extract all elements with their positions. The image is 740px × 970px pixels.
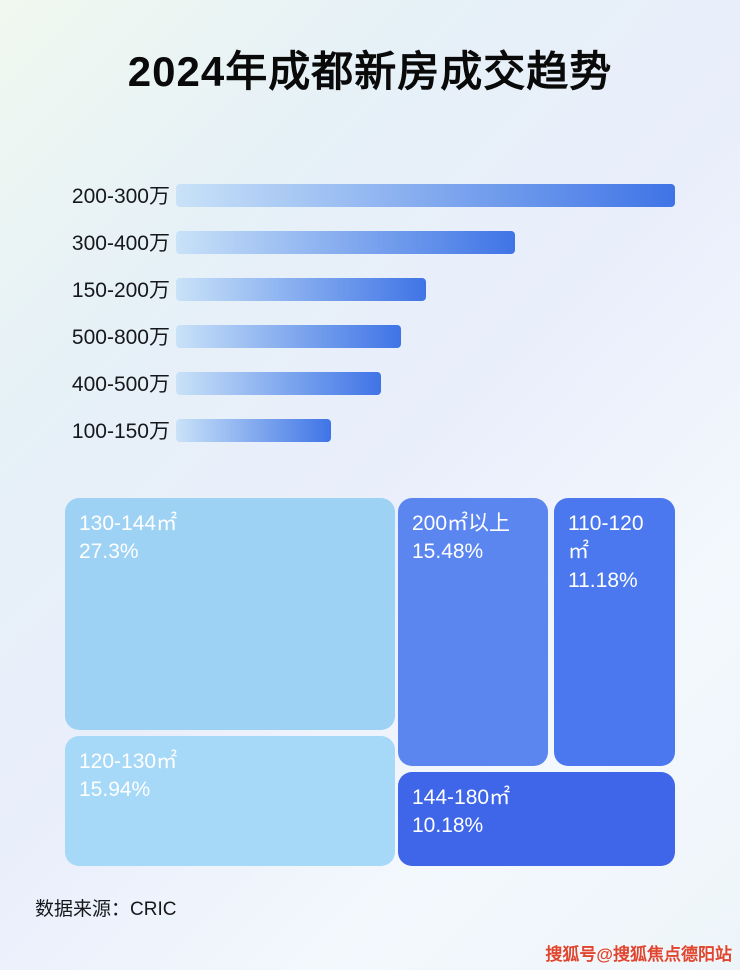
area-share-treemap: 130-144㎡ 27.3% 120-130㎡ 15.94% 200㎡以上 15.48% 1… <box>65 498 675 866</box>
bar-track <box>176 277 675 301</box>
bar <box>176 230 516 254</box>
treemap-block-percent: 10.18% <box>412 814 484 838</box>
bar-track <box>176 230 675 254</box>
bar <box>176 418 331 442</box>
bar-row: 400-500万 <box>60 371 675 396</box>
price-range-bar-chart: 200-300万 300-400万 150-200万 500-800万 400-500万… <box>60 183 675 465</box>
treemap-block-percent: 11.18% <box>568 568 638 592</box>
bar-track <box>176 324 675 348</box>
treemap-block-percent: 15.48% <box>412 540 484 564</box>
bar <box>176 324 401 348</box>
bar-category-label: 200-300万 <box>71 185 170 208</box>
bar <box>176 371 381 395</box>
bar <box>176 277 426 301</box>
bar-category-label: 150-200万 <box>71 279 170 302</box>
bar-track <box>176 418 675 442</box>
treemap-block-label: 130-144㎡ <box>79 512 178 535</box>
treemap-block-label: 144-180㎡ <box>412 786 511 809</box>
treemap-block-label: 110-120㎡ <box>568 512 644 564</box>
treemap-block-label: 120-130㎡ <box>79 750 178 773</box>
block-144-180: 144-180㎡ 10.18% <box>398 772 675 866</box>
data-source-label: 数据来源：CRIC <box>35 899 177 920</box>
page-title: 2024年成都新房成交趋势 <box>127 48 613 95</box>
treemap-block-label: 200㎡以上 <box>412 512 511 535</box>
bar-category-label: 100-150万 <box>71 420 170 443</box>
bar-category-label: 300-400万 <box>71 232 170 255</box>
treemap-block-percent: 15.94% <box>79 778 151 802</box>
bar-row: 100-150万 <box>60 418 675 443</box>
bar-track <box>176 371 675 395</box>
bar-row: 300-400万 <box>60 230 675 255</box>
bar-track <box>176 183 675 207</box>
block-110-120: 110-120㎡ 11.18% <box>554 498 675 766</box>
bar-row: 150-200万 <box>60 277 675 302</box>
treemap-block-percent: 27.3% <box>79 540 139 564</box>
bar-category-label: 500-800万 <box>71 326 170 349</box>
block-200-plus: 200㎡以上 15.48% <box>398 498 548 766</box>
watermark-text: 搜狐号@搜狐焦点德阳站 <box>545 945 732 964</box>
bar-row: 200-300万 <box>60 183 675 208</box>
bar-category-label: 400-500万 <box>71 373 170 396</box>
bar <box>176 183 675 207</box>
block-120-130: 120-130㎡ 15.94% <box>65 736 395 866</box>
bar-row: 500-800万 <box>60 324 675 349</box>
block-130-144: 130-144㎡ 27.3% <box>65 498 395 730</box>
